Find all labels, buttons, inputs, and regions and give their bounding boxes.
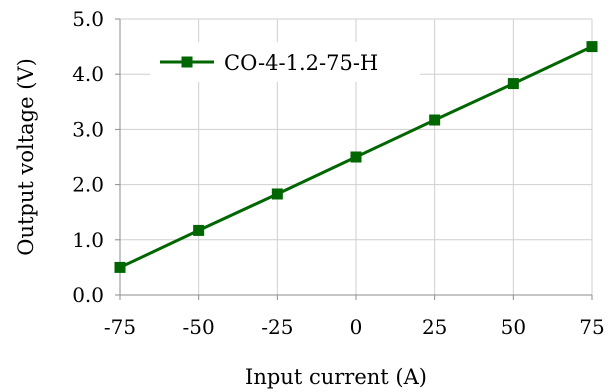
x-tick-label: 75	[579, 315, 604, 339]
y-tick-label: 3.0	[72, 117, 104, 141]
data-point-marker	[193, 224, 205, 236]
y-tick-label: 2.0	[72, 173, 104, 197]
data-point-marker	[271, 188, 283, 200]
x-tick-label: -25	[261, 315, 293, 339]
legend-entry-label: CO-4-1.2-75-H	[224, 51, 378, 75]
legend-marker-swatch	[181, 56, 193, 68]
x-axis-ticks: -75 -50 -25 0 25 50 75	[104, 295, 605, 339]
data-point-marker	[586, 41, 598, 53]
data-point-marker	[429, 114, 441, 126]
y-axis-title: Output voltage (V)	[14, 58, 38, 256]
data-point-marker	[507, 78, 519, 90]
data-point-marker	[350, 151, 362, 163]
x-tick-label: 0	[350, 315, 363, 339]
x-tick-label: 50	[501, 315, 526, 339]
x-axis-title: Input current (A)	[245, 365, 427, 389]
x-tick-label: 25	[422, 315, 447, 339]
y-tick-label: 5.0	[72, 7, 104, 31]
series-group	[114, 41, 598, 273]
x-tick-label: -75	[104, 315, 136, 339]
y-axis-ticks: 0.0 1.0 2.0 3.0 4.0 5.0	[72, 7, 120, 307]
x-tick-label: -50	[183, 315, 215, 339]
y-tick-label: 1.0	[72, 228, 104, 252]
legend: CO-4-1.2-75-H	[150, 42, 420, 82]
y-tick-label: 0.0	[72, 283, 104, 307]
data-point-marker	[114, 261, 126, 273]
y-tick-label: 4.0	[72, 62, 104, 86]
